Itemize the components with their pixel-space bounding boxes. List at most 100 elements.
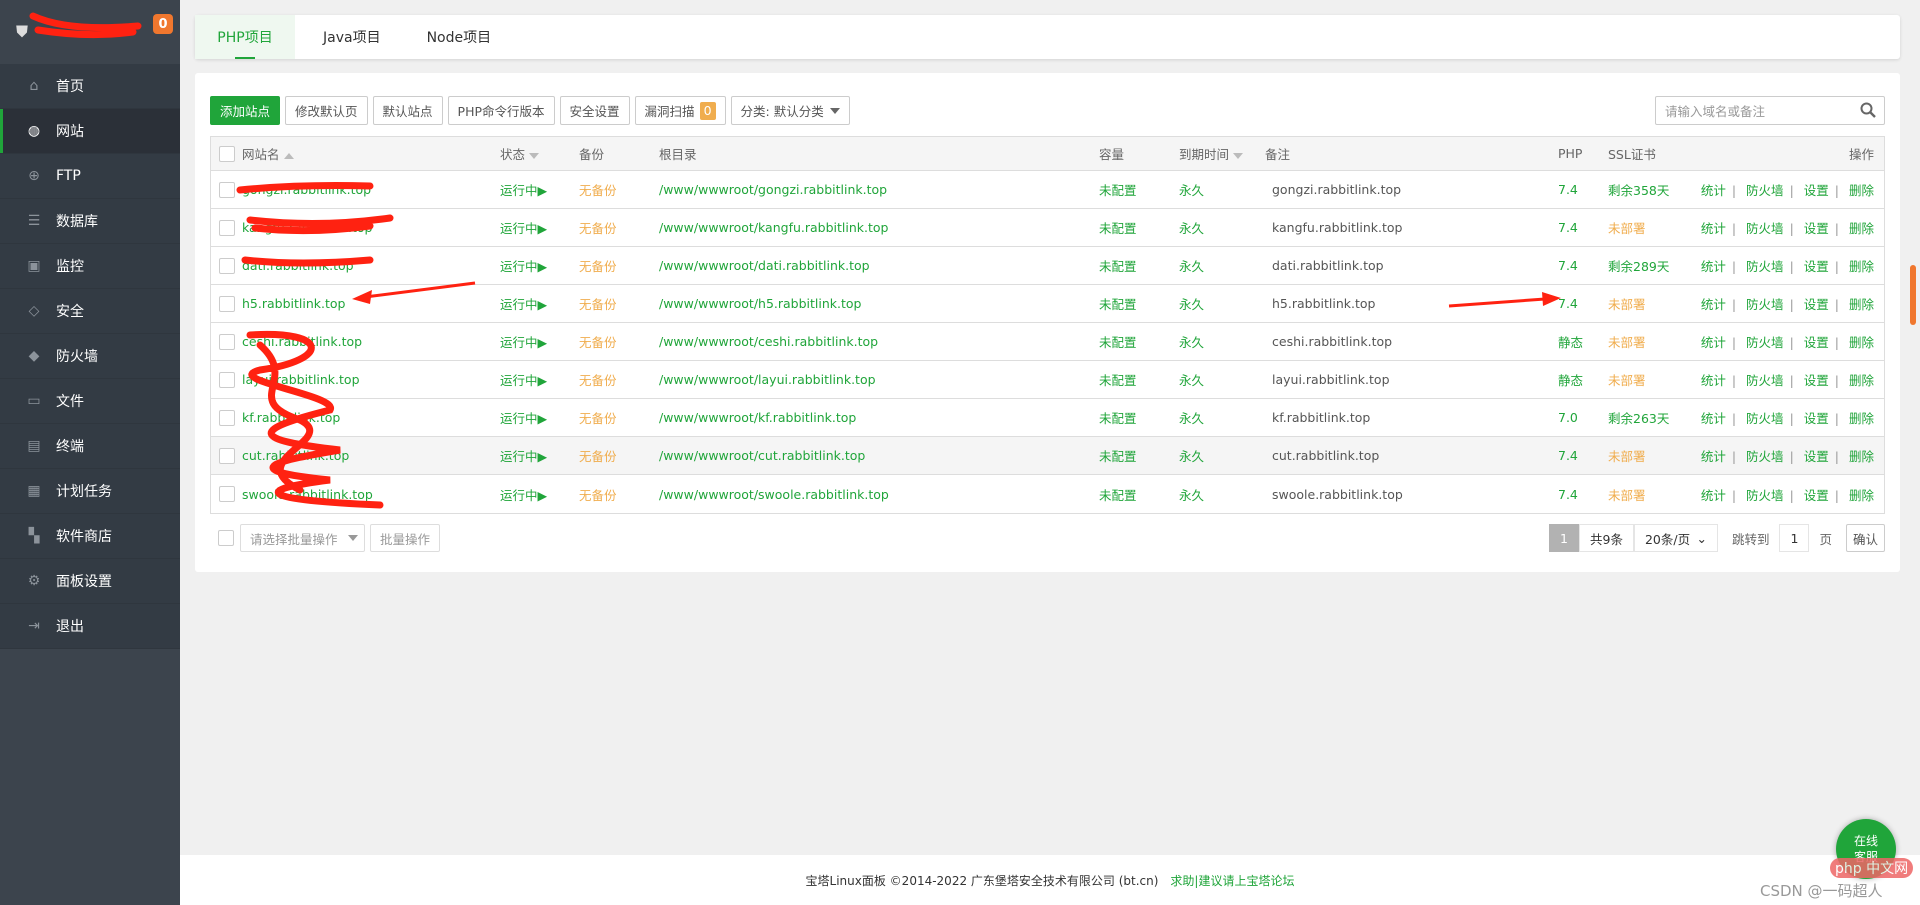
firewall-link[interactable]: 防火墙 xyxy=(1746,411,1784,426)
root-dir-link[interactable]: /www/wwwroot/cut.rabbitlink.top xyxy=(659,448,866,463)
root-dir-link[interactable]: /www/wwwroot/kangfu.rabbitlink.top xyxy=(659,220,889,235)
settings-link[interactable]: 设置 xyxy=(1803,259,1829,274)
stats-link[interactable]: 统计 xyxy=(1700,259,1726,274)
sidebar-item-2[interactable]: ⊕ FTP xyxy=(0,154,180,199)
backup-link[interactable]: 无备份 xyxy=(579,487,617,503)
select-all-bottom-checkbox[interactable] xyxy=(218,530,234,546)
delete-link[interactable]: 删除 xyxy=(1848,297,1874,312)
stats-link[interactable]: 统计 xyxy=(1700,449,1726,464)
site-name-link[interactable]: kf.rabbitlink.top xyxy=(242,410,341,425)
row-checkbox[interactable] xyxy=(219,486,235,502)
security-settings-button[interactable]: 安全设置 xyxy=(559,96,630,125)
delete-link[interactable]: 删除 xyxy=(1848,449,1874,464)
status-toggle[interactable]: 运行中▶ xyxy=(500,373,548,388)
forum-link[interactable]: 求助|建议请上宝塔论坛 xyxy=(1170,873,1295,888)
php-version-link[interactable]: 静态 xyxy=(1558,335,1584,350)
expire-link[interactable]: 永久 xyxy=(1179,487,1205,503)
vuln-scan-button[interactable]: 漏洞扫描 0 xyxy=(634,96,726,125)
settings-link[interactable]: 设置 xyxy=(1803,487,1829,503)
expire-link[interactable]: 永久 xyxy=(1179,259,1205,274)
stats-link[interactable]: 统计 xyxy=(1700,335,1726,350)
quota-link[interactable]: 未配置 xyxy=(1099,335,1137,350)
status-toggle[interactable]: 运行中▶ xyxy=(500,335,548,350)
firewall-link[interactable]: 防火墙 xyxy=(1746,373,1784,388)
firewall-link[interactable]: 防火墙 xyxy=(1746,183,1784,198)
row-checkbox[interactable] xyxy=(219,333,235,350)
settings-link[interactable]: 设置 xyxy=(1803,373,1829,388)
remark-text[interactable]: h5.rabbitlink.top xyxy=(1272,296,1376,311)
status-toggle[interactable]: 运行中▶ xyxy=(500,221,548,236)
stats-link[interactable]: 统计 xyxy=(1700,487,1726,503)
root-dir-link[interactable]: /www/wwwroot/dati.rabbitlink.top xyxy=(659,258,870,273)
per-page-select[interactable]: 20条/页 ⌄ xyxy=(1633,524,1718,552)
delete-link[interactable]: 删除 xyxy=(1848,487,1874,503)
delete-link[interactable]: 删除 xyxy=(1848,373,1874,388)
header-expire[interactable]: 到期时间 xyxy=(1179,144,1244,163)
row-checkbox[interactable] xyxy=(219,257,235,274)
php-version-link[interactable]: 7.4 xyxy=(1558,258,1578,273)
expire-link[interactable]: 永久 xyxy=(1179,221,1205,236)
backup-link[interactable]: 无备份 xyxy=(579,221,617,236)
ssl-status-link[interactable]: 未部署 xyxy=(1608,221,1646,236)
root-dir-link[interactable]: /www/wwwroot/ceshi.rabbitlink.top xyxy=(659,334,879,349)
batch-action-select[interactable]: 请选择批量操作 xyxy=(240,524,365,552)
settings-link[interactable]: 设置 xyxy=(1803,297,1829,312)
row-checkbox[interactable] xyxy=(219,447,235,464)
site-name-link[interactable]: gongzi.rabbitlink.top xyxy=(242,182,372,197)
php-version-link[interactable]: 7.0 xyxy=(1558,410,1578,425)
delete-link[interactable]: 删除 xyxy=(1848,259,1874,274)
sidebar-item-1[interactable]: ◍ 网站 xyxy=(0,109,180,154)
site-name-link[interactable]: cut.rabbitlink.top xyxy=(242,448,350,463)
firewall-link[interactable]: 防火墙 xyxy=(1746,449,1784,464)
ssl-status-link[interactable]: 剩余263天 xyxy=(1608,411,1670,426)
remark-text[interactable]: layui.rabbitlink.top xyxy=(1272,372,1390,387)
remark-text[interactable]: gongzi.rabbitlink.top xyxy=(1272,182,1402,197)
site-name-link[interactable]: dati.rabbitlink.top xyxy=(242,258,354,273)
stats-link[interactable]: 统计 xyxy=(1700,183,1726,198)
stats-link[interactable]: 统计 xyxy=(1700,411,1726,426)
remark-text[interactable]: kf.rabbitlink.top xyxy=(1272,410,1371,425)
tab-node[interactable]: Node项目 xyxy=(426,30,492,46)
expire-link[interactable]: 永久 xyxy=(1179,297,1205,312)
ssl-status-link[interactable]: 未部署 xyxy=(1608,335,1646,350)
status-toggle[interactable]: 运行中▶ xyxy=(500,449,548,464)
expire-link[interactable]: 永久 xyxy=(1179,373,1205,388)
select-all-checkbox[interactable] xyxy=(219,145,235,162)
status-toggle[interactable]: 运行中▶ xyxy=(500,183,548,198)
quota-link[interactable]: 未配置 xyxy=(1099,487,1137,503)
sidebar-item-3[interactable]: ☰ 数据库 xyxy=(0,199,180,244)
tab-php[interactable]: PHP项目 xyxy=(195,15,295,59)
settings-link[interactable]: 设置 xyxy=(1803,449,1829,464)
sidebar-item-12[interactable]: ⇥ 退出 xyxy=(0,604,180,649)
firewall-link[interactable]: 防火墙 xyxy=(1746,297,1784,312)
notification-badge[interactable]: 0 xyxy=(153,14,173,34)
row-checkbox[interactable] xyxy=(219,409,235,426)
php-version-link[interactable]: 7.4 xyxy=(1558,182,1578,197)
backup-link[interactable]: 无备份 xyxy=(579,297,617,312)
row-checkbox[interactable] xyxy=(219,371,235,388)
status-toggle[interactable]: 运行中▶ xyxy=(500,259,548,274)
expire-link[interactable]: 永久 xyxy=(1179,335,1205,350)
row-checkbox[interactable] xyxy=(219,219,235,236)
jump-confirm-button[interactable]: 确认 xyxy=(1845,524,1885,552)
php-version-link[interactable]: 7.4 xyxy=(1558,486,1578,502)
edit-default-page-button[interactable]: 修改默认页 xyxy=(285,96,368,125)
backup-link[interactable]: 无备份 xyxy=(579,411,617,426)
quota-link[interactable]: 未配置 xyxy=(1099,259,1137,274)
default-site-button[interactable]: 默认站点 xyxy=(372,96,443,125)
backup-link[interactable]: 无备份 xyxy=(579,183,617,198)
sidebar-item-6[interactable]: ◆ 防火墙 xyxy=(0,334,180,379)
ssl-status-link[interactable]: 未部署 xyxy=(1608,373,1646,388)
settings-link[interactable]: 设置 xyxy=(1803,221,1829,236)
php-version-link[interactable]: 7.4 xyxy=(1558,296,1578,311)
sidebar-item-9[interactable]: ▦ 计划任务 xyxy=(0,469,180,514)
page-current[interactable]: 1 xyxy=(1549,524,1579,552)
delete-link[interactable]: 删除 xyxy=(1848,411,1874,426)
row-checkbox[interactable] xyxy=(219,295,235,312)
sidebar-item-8[interactable]: ▤ 终端 xyxy=(0,424,180,469)
root-dir-link[interactable]: /www/wwwroot/kf.rabbitlink.top xyxy=(659,410,857,425)
settings-link[interactable]: 设置 xyxy=(1803,335,1829,350)
site-name-link[interactable]: swoole.rabbitlink.top xyxy=(242,486,373,502)
site-name-link[interactable]: h5.rabbitlink.top xyxy=(242,296,346,311)
root-dir-link[interactable]: /www/wwwroot/swoole.rabbitlink.top xyxy=(659,486,889,502)
